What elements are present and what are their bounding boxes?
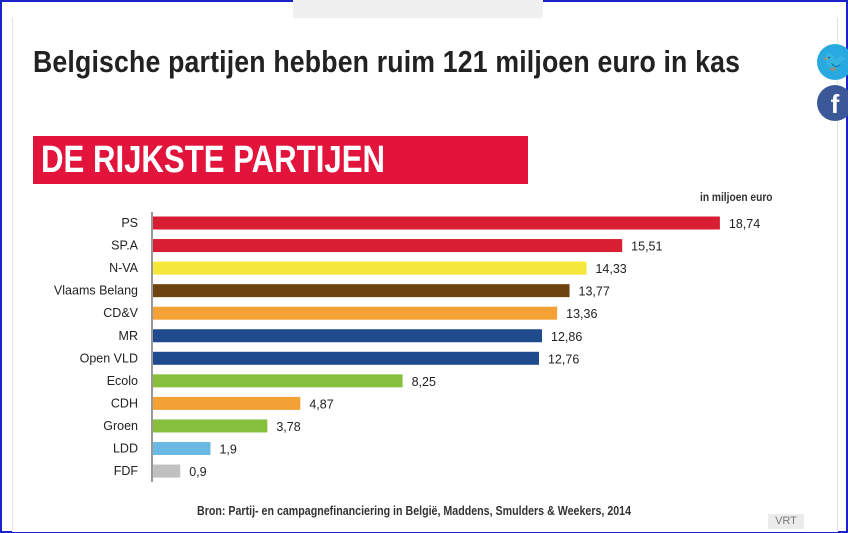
bar [153,396,301,410]
category-label: Ecolo [107,374,138,388]
category-label: CDH [111,396,138,410]
value-label: 15,51 [631,240,662,254]
bar [153,239,623,253]
vrt-watermark: VRT [768,514,804,529]
source-note: Bron: Partij- en campagnefinanciering in… [197,503,632,518]
bar [153,216,720,230]
bar [153,261,587,275]
bar [153,419,268,433]
value-label: 12,76 [548,352,579,366]
top-strip [293,0,543,18]
chart-banner: DE RIJKSTE PARTIJEN [33,136,528,184]
chart-title: DE RIJKSTE PARTIJEN [41,139,385,181]
category-label: MR [119,329,138,343]
bar [153,284,570,298]
bar [153,464,181,478]
category-label: PS [121,216,138,230]
bar [153,329,543,343]
value-label: 13,77 [579,285,610,299]
category-label: CD&V [103,306,138,320]
headline: Belgische partijen hebben ruim 121 miljo… [33,44,741,79]
category-label: N-VA [109,261,139,275]
bar [153,306,558,320]
value-label: 12,86 [551,330,582,344]
article-card [12,18,838,532]
twitter-icon[interactable]: 🐦 [817,44,848,80]
bar [153,442,211,455]
unit-label: in miljoen euro [700,190,773,204]
value-label: 13,36 [566,307,597,321]
value-label: 0,9 [189,465,206,479]
value-label: 4,87 [309,397,333,411]
bar [153,351,539,365]
value-label: 1,9 [219,443,236,457]
category-label: Vlaams Belang [54,284,138,298]
value-label: 14,33 [595,262,626,276]
category-label: SP.A [111,239,139,253]
facebook-icon[interactable]: f [817,85,848,121]
bar [153,374,403,388]
value-label: 3,78 [276,420,300,434]
value-label: 18,74 [729,217,760,231]
category-label: Groen [103,419,138,433]
category-label: LDD [113,442,138,456]
value-label: 8,25 [412,375,436,389]
category-label: FDF [114,464,139,478]
category-label: Open VLD [80,351,138,365]
